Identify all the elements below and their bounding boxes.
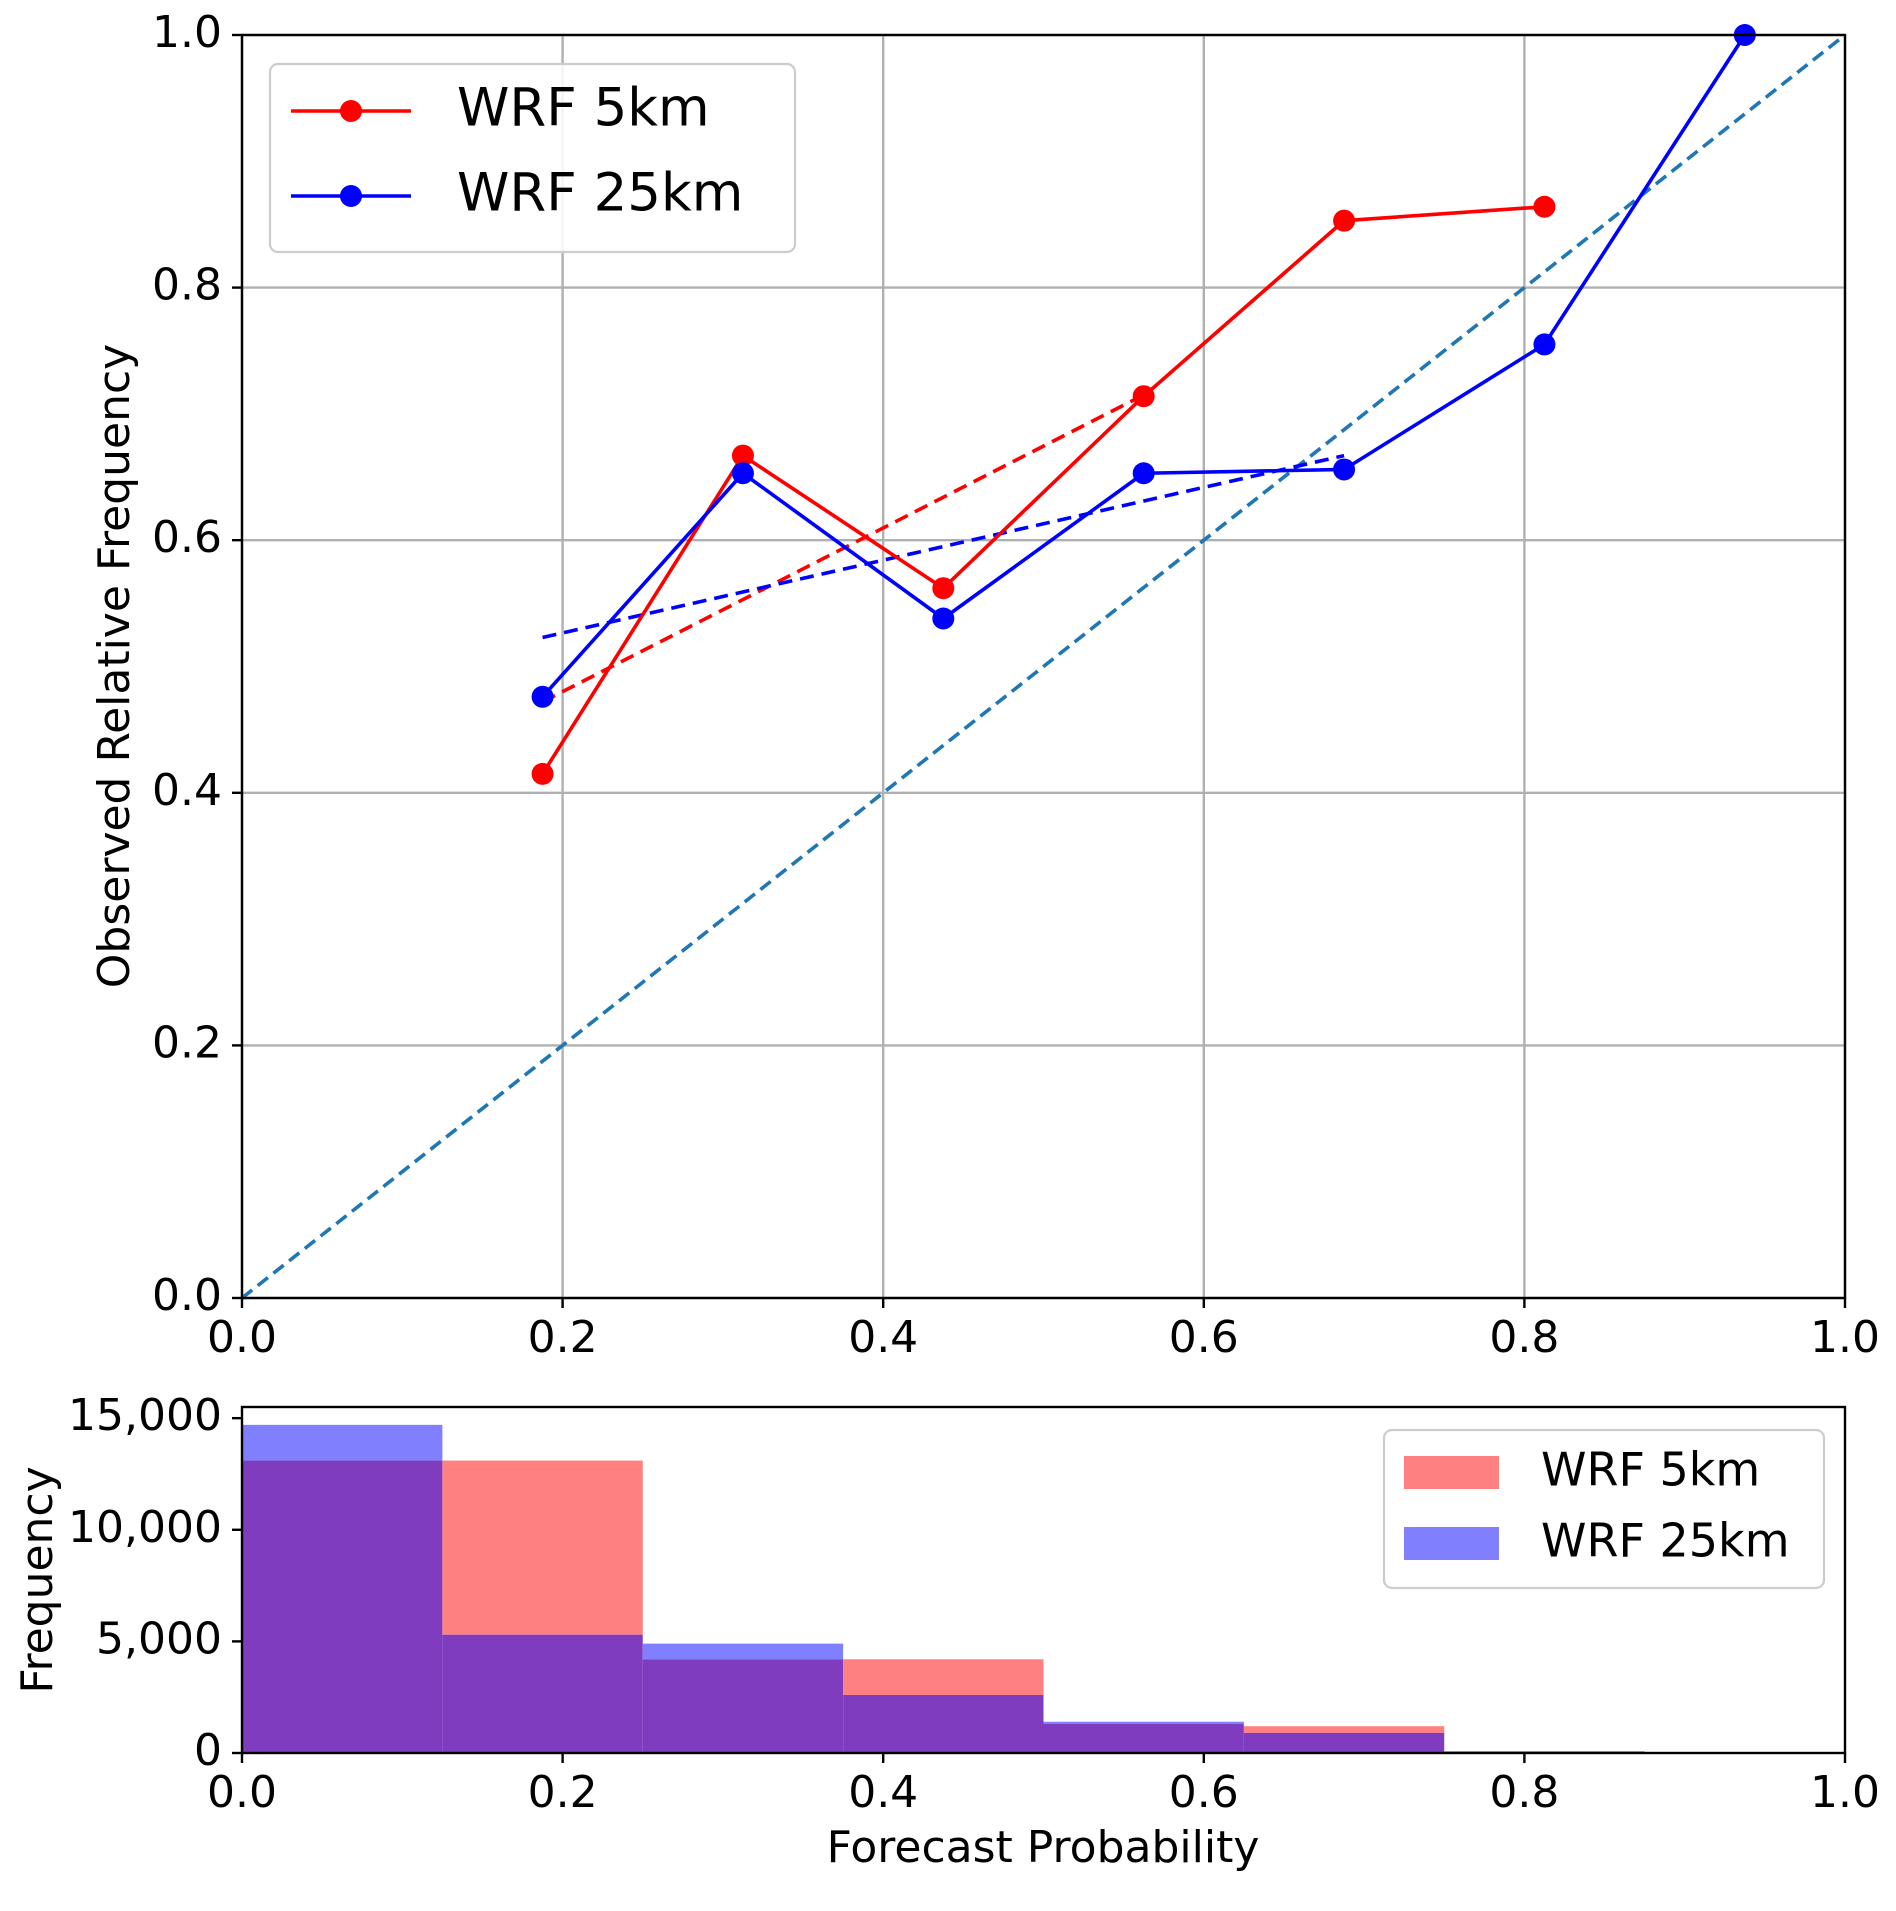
bottom-legend: WRF 5km WRF 25km — [1382, 1428, 1826, 1590]
bottom-xtick-label: 0.6 — [1169, 1767, 1239, 1818]
histogram-bars — [242, 1424, 1645, 1753]
histogram-bar-overlap — [242, 1460, 443, 1753]
legend-wrf25-marker — [340, 185, 362, 207]
legend-wrf25-label: WRF 25km — [457, 163, 743, 224]
top-ytick-label: 1.0 — [152, 7, 222, 58]
bottom-ytick-label: 10,000 — [68, 1502, 222, 1553]
data-point-wrf25 — [932, 607, 955, 630]
data-point-wrf5 — [531, 762, 554, 785]
trend-line-wrf5 — [541, 393, 1145, 704]
data-point-wrf5 — [932, 577, 955, 600]
top-ticks: 0.0 0.2 0.4 0.6 0.8 1.0 0.0 0.2 0.4 0.6 0.8 1.0 — [152, 7, 1880, 1363]
bottom-xtick-label: 0.8 — [1489, 1767, 1559, 1818]
histogram-bar-overlap — [843, 1694, 1044, 1753]
bottom-xtick-label: 0.0 — [207, 1767, 277, 1818]
top-series-layer — [531, 24, 1756, 785]
histogram-bar-overlap — [1043, 1723, 1244, 1753]
reliability-diagram: 0.0 0.2 0.4 0.6 0.8 1.0 0.0 0.2 0.4 0.6 0.8 1.0 Obs… — [89, 7, 1880, 1363]
top-legend: WRF 5km WRF 25km — [268, 62, 797, 254]
legend-hist5-swatch — [1404, 1456, 1499, 1489]
bottom-ytick-label: 0 — [194, 1725, 222, 1776]
data-point-wrf25 — [531, 685, 554, 708]
bottom-axes-frame — [240, 1405, 1847, 1755]
bottom-ytick-label: 5,000 — [96, 1613, 222, 1664]
top-xtick-label: 0.8 — [1489, 1312, 1559, 1363]
legend-hist25-swatch — [1404, 1527, 1499, 1560]
data-point-wrf5 — [731, 444, 754, 467]
top-ytick-label: 0.2 — [152, 1017, 222, 1068]
histogram-bar-wrf25 — [642, 1643, 844, 1660]
trend-line-wrf25 — [542, 453, 1345, 640]
top-xtick-label: 0.0 — [207, 1312, 277, 1363]
top-xtick-label: 0.2 — [528, 1312, 598, 1363]
histogram-bar-wrf5 — [1243, 1726, 1445, 1733]
bottom-ytick-label: 15,000 — [68, 1390, 222, 1441]
top-xtick-label: 0.4 — [848, 1312, 918, 1363]
data-point-wrf5 — [1333, 209, 1356, 232]
legend-wrf5-label: WRF 5km — [457, 78, 710, 139]
data-point-wrf5 — [1533, 195, 1556, 218]
frequency-histogram: 0.0 0.2 0.4 0.6 0.8 1.0 0 5,000 10,000 15,000 Fre… — [12, 1390, 1880, 1873]
top-xtick-label: 1.0 — [1810, 1312, 1880, 1363]
histogram-bar-wrf5 — [843, 1659, 1044, 1695]
bottom-xtick-label: 0.4 — [848, 1767, 918, 1818]
histogram-bar-wrf25 — [242, 1424, 443, 1461]
histogram-bar-overlap — [1243, 1732, 1445, 1753]
top-ytick-label: 0.0 — [152, 1270, 222, 1321]
legend-wrf5-marker — [340, 100, 362, 122]
top-diagonal-layer — [240, 33, 1847, 1300]
top-ytick-label: 0.4 — [152, 765, 222, 816]
data-point-wrf25 — [1132, 462, 1155, 485]
bottom-xtick-label: 1.0 — [1810, 1767, 1880, 1818]
data-point-wrf25 — [1333, 458, 1356, 481]
series-line-wrf5 — [541, 204, 1545, 775]
histogram-bar-wrf25 — [1043, 1721, 1244, 1724]
data-point-wrf25 — [1533, 333, 1556, 356]
histogram-bar-overlap — [642, 1659, 844, 1753]
diagonal-reference-line — [240, 33, 1847, 1300]
top-ytick-label: 0.8 — [152, 260, 222, 311]
top-xtick-label: 0.6 — [1169, 1312, 1239, 1363]
bottom-ylabel: Frequency — [12, 1466, 63, 1693]
legend-hist5-label: WRF 5km — [1541, 1443, 1760, 1497]
legend-hist25-label: WRF 25km — [1541, 1514, 1790, 1568]
top-axes-frame — [240, 33, 1847, 1300]
data-point-wrf25 — [731, 462, 754, 485]
bottom-ticks: 0.0 0.2 0.4 0.6 0.8 1.0 0 5,000 10,000 15,000 — [68, 1390, 1880, 1818]
bottom-xlabel: Forecast Probability — [827, 1822, 1260, 1873]
histogram-bar-overlap — [442, 1634, 643, 1753]
top-ylabel: Observed Relative Frequency — [89, 344, 140, 988]
top-ytick-label: 0.6 — [152, 512, 222, 563]
top-trend-layer — [541, 393, 1345, 704]
bottom-xtick-label: 0.2 — [528, 1767, 598, 1818]
histogram-bar-wrf25 — [1444, 1751, 1645, 1753]
histogram-bar-wrf5 — [442, 1460, 643, 1635]
data-point-wrf5 — [1132, 385, 1155, 408]
